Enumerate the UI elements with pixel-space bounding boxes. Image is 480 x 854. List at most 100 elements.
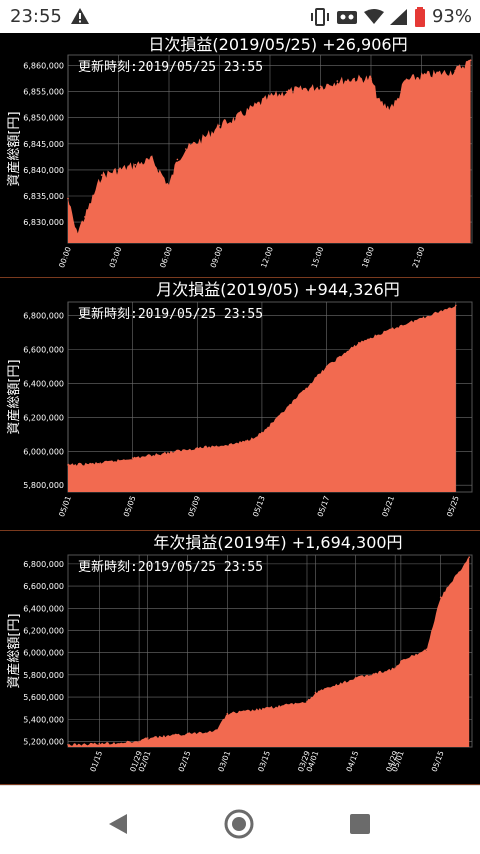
x-tick-label: 02/15	[177, 749, 193, 773]
y-tick-label: 6,000,000	[23, 447, 64, 456]
yearly-chart-panel: 5,200,000 5,400,000 5,600,000 5,800,000 6,00…	[0, 531, 480, 785]
data-point	[387, 106, 389, 108]
y-tick-label: 6,000,000	[23, 649, 64, 658]
warning-icon	[70, 7, 90, 29]
data-point	[168, 184, 170, 187]
data-point	[306, 700, 308, 703]
status-bar: 23:55 93%	[0, 0, 480, 33]
chart-title: 日次損益(2019/05/25) +26,906円	[148, 35, 407, 54]
x-tick-label: 05/17	[316, 494, 332, 518]
recents-icon	[350, 814, 370, 834]
data-point	[131, 457, 134, 459]
data-point	[261, 431, 263, 434]
data-point	[176, 158, 179, 161]
data-point	[314, 691, 317, 694]
data-point	[215, 729, 217, 732]
chart-title: 年次損益(2019年) +1,694,300円	[153, 533, 402, 552]
y-tick-label: 6,835,000	[23, 192, 64, 201]
monthly-chart: 5,800,000 6,000,000 6,200,000 6,400,000 6,60…	[6, 280, 473, 518]
data-point	[325, 365, 328, 368]
data-point	[75, 231, 78, 234]
data-point	[67, 197, 69, 200]
status-time: 23:55	[10, 6, 62, 27]
area-series	[68, 305, 456, 492]
data-point	[196, 447, 199, 449]
data-point	[420, 75, 423, 77]
data-point	[164, 452, 166, 454]
y-tick-label: 6,200,000	[23, 413, 64, 422]
data-point	[468, 556, 471, 558]
home-button[interactable]	[219, 804, 259, 844]
data-point	[245, 440, 247, 442]
recents-button[interactable]	[340, 804, 380, 844]
data-point	[358, 341, 360, 344]
data-point	[302, 88, 305, 90]
data-point	[201, 137, 204, 140]
y-tick-label: 6,840,000	[23, 166, 64, 175]
y-axis-label: 資産総額[円]	[6, 613, 22, 688]
data-point	[98, 742, 101, 745]
yearly-chart: 5,200,000 5,400,000 5,600,000 5,800,000 6,00…	[6, 533, 473, 773]
y-tick-label: 6,800,000	[23, 312, 64, 321]
data-point	[100, 174, 103, 176]
wifi-icon	[363, 8, 384, 24]
x-tick-label: 05/15	[430, 749, 446, 773]
data-point	[84, 216, 86, 218]
data-point	[354, 677, 357, 679]
daily-chart-panel: 6,830,000 6,835,000 6,840,000 6,845,000 6,85…	[0, 33, 480, 278]
data-point	[185, 148, 187, 150]
y-tick-label: 6,830,000	[23, 218, 64, 227]
data-point	[455, 304, 457, 307]
x-tick-label: 05/21	[380, 494, 396, 518]
data-point	[353, 77, 356, 80]
signal-icon	[389, 8, 407, 25]
x-tick-label: 01/15	[88, 749, 104, 773]
area-series	[68, 557, 470, 747]
data-point	[67, 744, 69, 746]
x-tick-label: 18:00	[360, 245, 376, 269]
x-tick-label: 05/13	[251, 494, 267, 518]
x-tick-label: 05/01	[57, 494, 73, 518]
data-point	[266, 707, 269, 709]
y-tick-label: 6,600,000	[23, 582, 64, 591]
daily-chart: 6,830,000 6,835,000 6,840,000 6,845,000 6,85…	[6, 35, 473, 269]
data-point	[370, 77, 372, 80]
navigation-bar	[0, 785, 480, 854]
data-point	[336, 80, 339, 82]
y-tick-label: 5,600,000	[23, 693, 64, 702]
data-point	[390, 328, 393, 330]
data-point	[469, 59, 472, 61]
x-tick-label: 03:00	[108, 245, 124, 269]
back-button[interactable]	[98, 804, 138, 844]
y-tick-label: 5,400,000	[23, 715, 64, 724]
y-tick-label: 6,860,000	[23, 61, 64, 70]
y-axis-label: 資産総額[円]	[6, 359, 22, 434]
data-point	[146, 737, 149, 739]
x-tick-label: 21:00	[411, 245, 427, 269]
data-point	[252, 106, 254, 108]
data-point	[218, 124, 221, 127]
data-point	[439, 596, 442, 598]
area-series	[68, 59, 471, 244]
back-icon	[109, 814, 127, 834]
data-point	[378, 101, 381, 103]
x-tick-label: 03/01	[216, 749, 232, 773]
x-tick-label: 15:00	[310, 245, 326, 269]
robot-icon	[336, 10, 357, 24]
monthly-chart-panel: 5,800,000 6,000,000 6,200,000 6,400,000 6,60…	[0, 278, 480, 531]
charts-area: 6,830,000 6,835,000 6,840,000 6,845,000 6,85…	[0, 33, 480, 785]
data-point	[228, 443, 231, 446]
data-point	[99, 462, 102, 464]
y-tick-label: 5,800,000	[23, 671, 64, 680]
data-point	[293, 399, 296, 402]
x-tick-label: 05/05	[122, 494, 138, 518]
x-tick-label: 05/25	[445, 494, 461, 518]
update-time-label: 更新時刻:2019/05/25 23:55	[78, 306, 263, 322]
data-point	[67, 464, 69, 466]
y-axis-label: 資産総額[円]	[6, 111, 22, 186]
vibrate-icon	[310, 7, 329, 26]
data-point	[186, 732, 189, 735]
data-point	[437, 72, 440, 75]
y-tick-label: 6,845,000	[23, 140, 64, 149]
home-icon	[224, 809, 254, 839]
